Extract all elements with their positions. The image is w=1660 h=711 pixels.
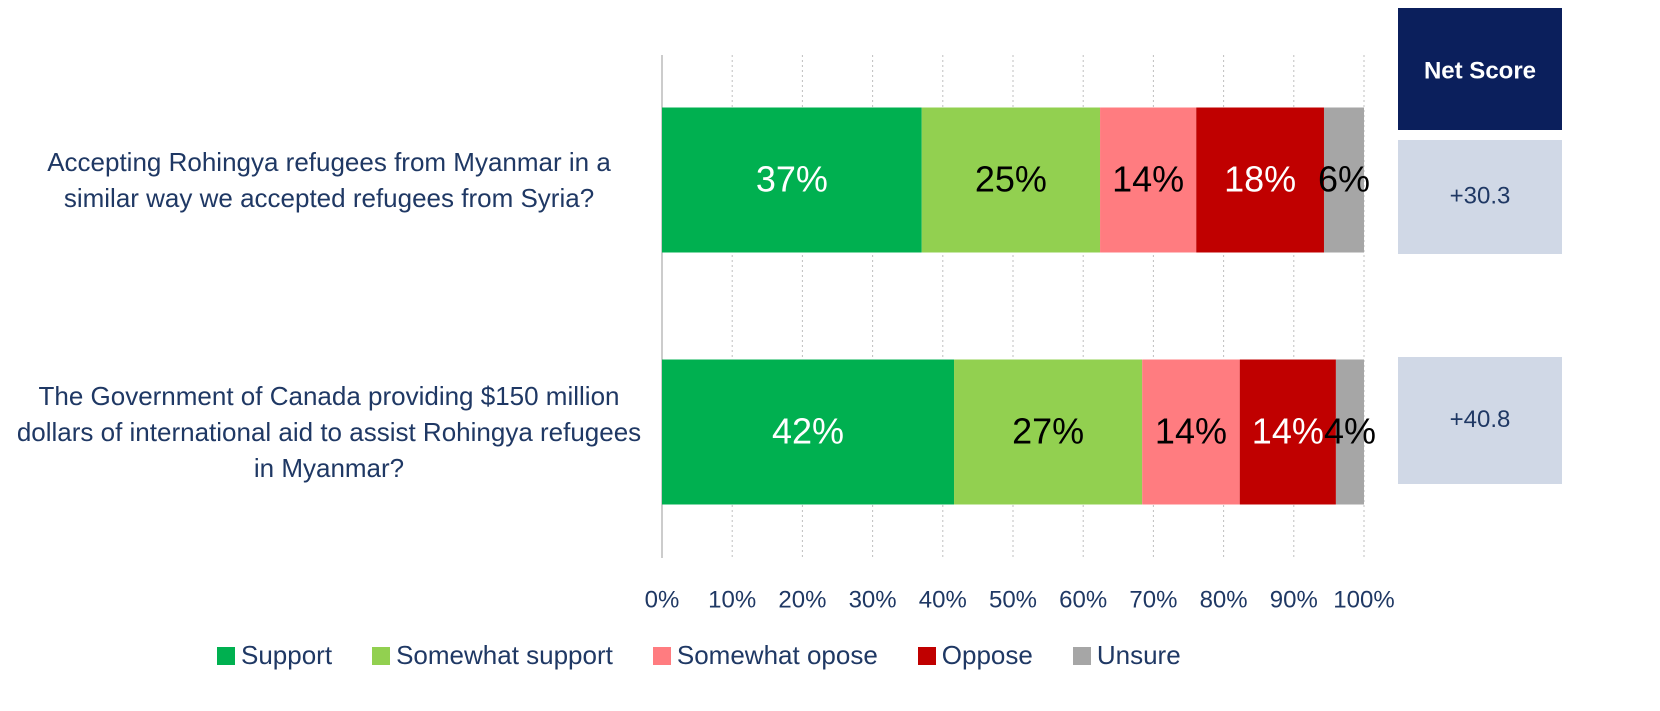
legend-swatch (917, 646, 936, 665)
legend-label: Oppose (941, 640, 1033, 670)
bar-segment (1196, 107, 1324, 253)
x-tick-label: 0% (645, 586, 680, 613)
x-tick-label: 50% (989, 586, 1037, 613)
legend-item: Unsure (1072, 640, 1181, 671)
legend-swatch (217, 646, 235, 665)
bar-segment (921, 107, 1101, 253)
data-label: 14% (1112, 159, 1184, 200)
data-label: 14% (1155, 411, 1227, 452)
x-tick-label: 10% (708, 586, 756, 613)
net-score-cell (1398, 140, 1562, 254)
x-tick-label: 70% (1129, 586, 1177, 613)
x-tick-label: 80% (1200, 586, 1248, 613)
net-score-header: Net Score (1424, 57, 1536, 84)
category-label: Accepting Rohingya refugees from Myanmar… (47, 147, 611, 213)
net-score-value: +30.3 (1450, 182, 1511, 209)
legend-label: Somewhat opose (676, 640, 878, 670)
bar-segment (1142, 359, 1240, 505)
x-tick-label: 60% (1059, 586, 1107, 613)
x-tick-label: 30% (849, 586, 897, 613)
legend-item: Support (217, 640, 332, 671)
legend-label: Unsure (1096, 640, 1181, 670)
bar-segment (662, 107, 922, 253)
data-label: 42% (772, 411, 844, 452)
data-label: 25% (975, 159, 1047, 200)
legend-swatch (1072, 646, 1091, 665)
x-tick-label: 20% (778, 586, 826, 613)
x-tick-label: 90% (1270, 586, 1318, 613)
data-label: 14% (1252, 411, 1324, 452)
net-score-header-box (1398, 8, 1562, 130)
legend: Support Somewhat support Somewhat opose Opp… (217, 640, 1181, 671)
bar-segment (1335, 359, 1364, 505)
legend-item: Somewhat support (372, 640, 613, 671)
bar-segment (1100, 107, 1197, 253)
legend-item: Somewhat opose (652, 640, 878, 671)
x-tick-label: 40% (919, 586, 967, 613)
legend-item: Oppose (917, 640, 1033, 671)
x-tick-label: 100% (1333, 586, 1394, 613)
data-label: 18% (1224, 159, 1296, 200)
bar-segment (954, 359, 1143, 505)
data-label: 4% (1324, 411, 1376, 452)
net-score-cell (1398, 357, 1562, 484)
legend-label: Somewhat support (396, 640, 613, 670)
bar-segment (1239, 359, 1336, 505)
category-label: The Government of Canada providing $150 … (16, 381, 642, 483)
legend-swatch (652, 646, 671, 665)
data-label: 6% (1318, 159, 1370, 200)
data-label: 27% (1012, 411, 1084, 452)
legend-label: Support (241, 640, 333, 670)
data-label: 37% (756, 159, 828, 200)
bar-segment (1323, 107, 1364, 253)
bar-segment (662, 359, 955, 505)
legend-swatch (372, 646, 391, 665)
net-score-value: +40.8 (1450, 406, 1511, 433)
